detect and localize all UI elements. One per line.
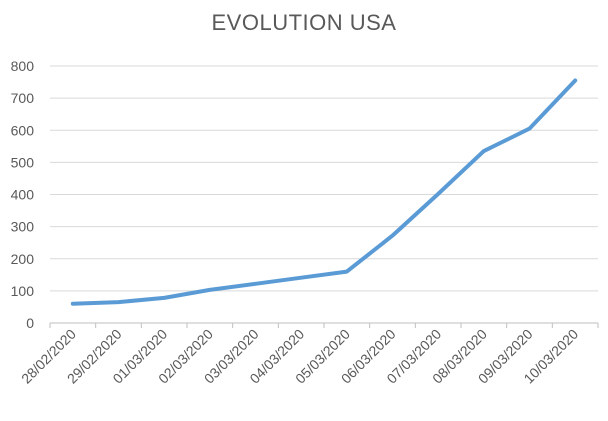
y-tick-label: 400 xyxy=(11,187,35,203)
y-tick-label: 300 xyxy=(11,219,35,235)
series-line xyxy=(70,78,578,306)
y-tick-label: 0 xyxy=(26,315,34,331)
y-tick-label: 700 xyxy=(11,90,35,106)
y-axis-ticks: 0 100 200 300 400 500 600 700 800 xyxy=(11,58,35,331)
y-tick-label: 200 xyxy=(11,251,35,267)
chart-title: EVOLUTION USA xyxy=(211,10,397,35)
y-tick-label: 800 xyxy=(11,58,35,74)
y-tick-label: 600 xyxy=(11,122,35,138)
y-tick-label: 100 xyxy=(11,283,35,299)
gridlines xyxy=(49,65,599,328)
series-group xyxy=(70,78,578,306)
y-tick-label: 500 xyxy=(11,154,35,170)
x-axis-ticks: 28/02/202029/02/202001/03/202002/03/2020… xyxy=(18,326,581,387)
